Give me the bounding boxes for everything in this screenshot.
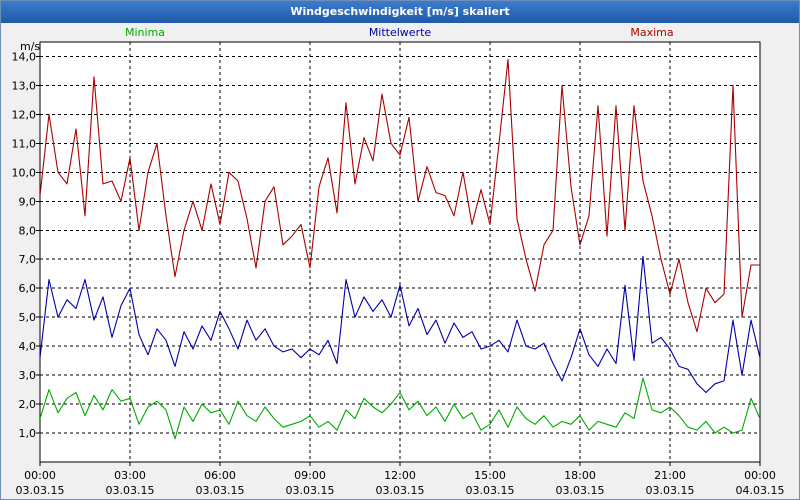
x-tick-date-label: 03.03.15 [196,484,245,497]
x-tick-date-label: 03.03.15 [466,484,515,497]
y-axis-label: m/s [20,40,40,53]
series-line-min [40,377,760,440]
x-tick-date-label: 04.03.15 [736,484,785,497]
y-tick-label: 6,0 [19,282,37,295]
y-tick-label: 11,0 [12,137,37,150]
y-tick-label: 13,0 [12,79,37,92]
y-tick-label: 12,0 [12,108,37,121]
x-tick-time-label: 09:00 [294,469,326,482]
y-tick-label: 3,0 [19,369,37,382]
y-tick-label: 14,0 [12,50,37,63]
y-tick-label: 7,0 [19,253,37,266]
x-tick-time-label: 12:00 [384,469,416,482]
y-tick-label: 4,0 [19,340,37,353]
x-tick-date-label: 03.03.15 [376,484,425,497]
series-line-max [40,58,760,333]
y-tick-label: 9,0 [19,195,37,208]
x-tick-time-label: 15:00 [474,469,506,482]
x-tick-time-label: 00:00 [24,469,56,482]
y-tick-label: 1,0 [19,427,37,440]
window-title: Windgeschwindigkeit [m/s] skaliert [1,1,799,23]
x-tick-date-label: 03.03.15 [16,484,65,497]
y-tick-label: 2,0 [19,398,37,411]
x-tick-date-label: 03.03.15 [106,484,155,497]
x-tick-date-label: 03.03.15 [556,484,605,497]
x-tick-time-label: 18:00 [564,469,596,482]
x-tick-date-label: 03.03.15 [286,484,335,497]
plot-border [39,41,761,463]
x-tick-time-label: 03:00 [114,469,146,482]
y-tick-label: 5,0 [19,311,37,324]
y-tick-label: 10,0 [12,166,37,179]
x-tick-date-label: 03.03.15 [646,484,695,497]
x-tick-time-label: 06:00 [204,469,236,482]
y-tick-label: 8,0 [19,224,37,237]
legend-mean: Mittelwerte [369,26,432,39]
series-line-mean [40,255,760,394]
legend-min: Minima [125,26,165,39]
x-tick-time-label: 21:00 [654,469,686,482]
x-tick-time-label: 00:00 [744,469,776,482]
legend-max: Maxima [630,26,673,39]
